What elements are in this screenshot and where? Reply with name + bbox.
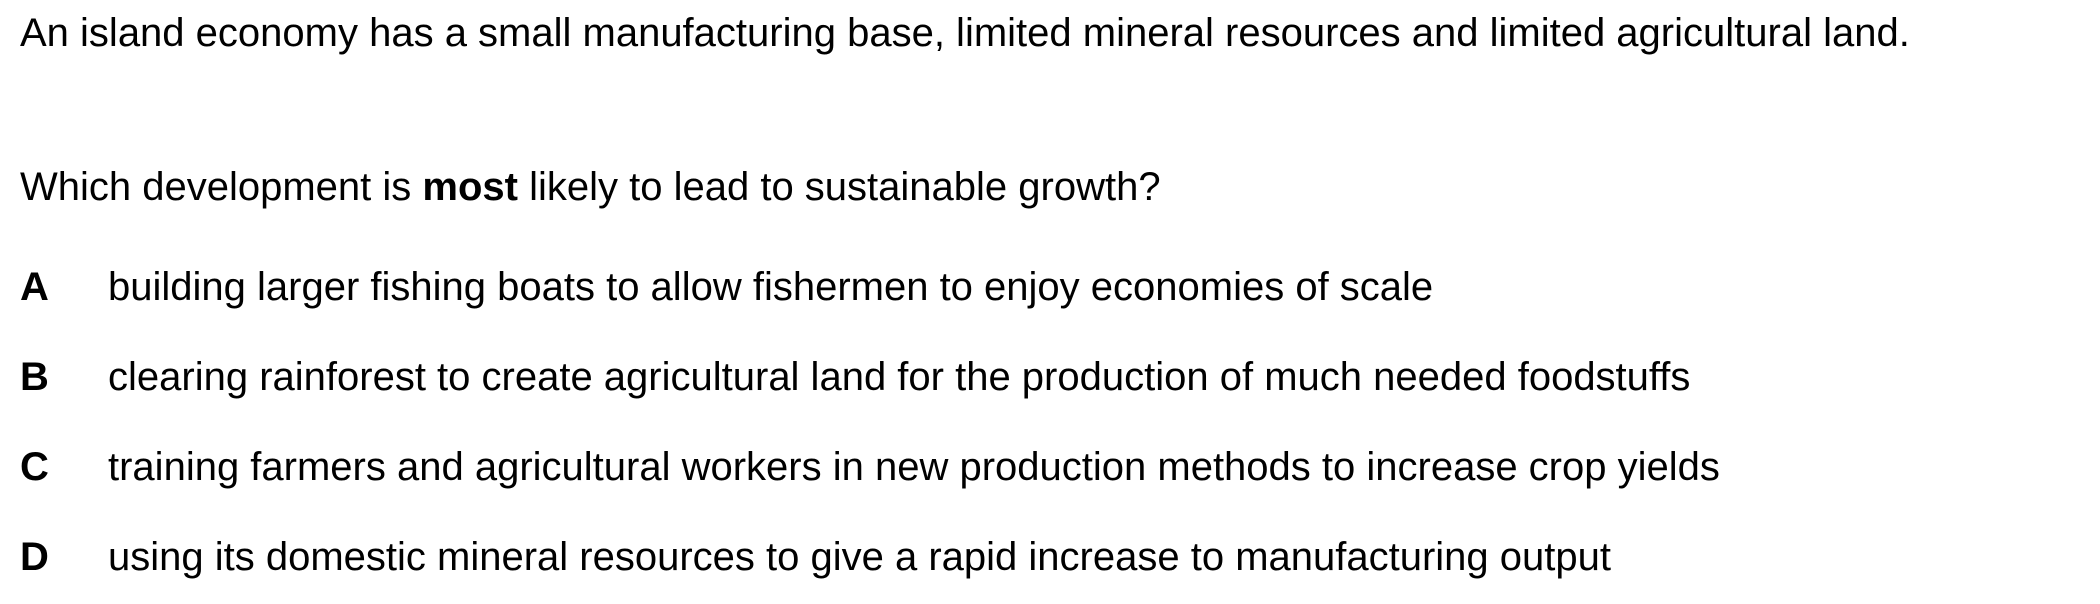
question-stem: An island economy has a small manufactur… — [20, 11, 1910, 55]
question-text-after: likely to lead to sustainable growth? — [517, 165, 1161, 209]
option-letter: C — [20, 445, 49, 489]
option-letter: B — [20, 355, 49, 399]
option-letter: A — [20, 265, 49, 309]
question-page: An island economy has a small manufactur… — [20, 0, 2010, 604]
option-letter: D — [20, 535, 49, 579]
option-text: using its domestic mineral resources to … — [108, 535, 1611, 579]
option-text: clearing rainforest to create agricultur… — [108, 355, 1691, 399]
question-prompt: Which development is most likely to lead… — [20, 160, 1161, 214]
question-emphasis: most — [422, 165, 518, 209]
option-text: training farmers and agricultural worker… — [108, 445, 1720, 489]
option-text: building larger fishing boats to allow f… — [108, 265, 1434, 309]
question-text-before: Which development is — [20, 165, 423, 209]
